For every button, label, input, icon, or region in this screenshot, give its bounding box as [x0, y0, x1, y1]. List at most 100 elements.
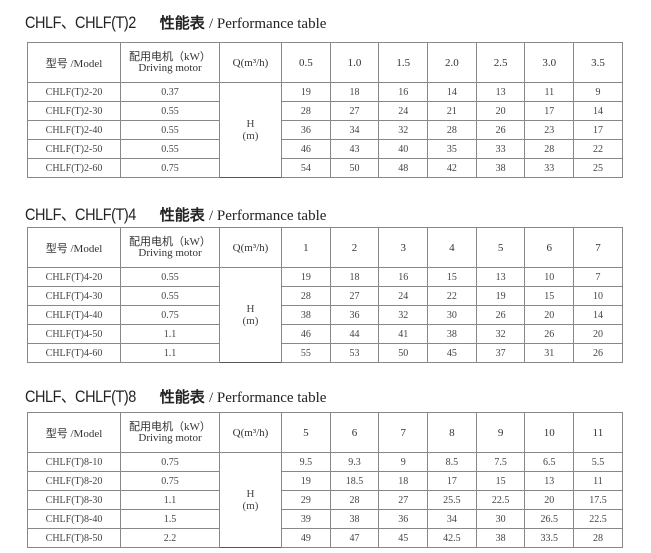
title-english: / Performance table	[208, 390, 327, 406]
header-flow: Q(m³/h)	[219, 412, 282, 453]
head-value: 38	[475, 528, 526, 548]
head-value: 8.5	[427, 452, 477, 472]
head-value: 19	[475, 286, 526, 306]
table-row: CHLF(T)8-50 2.2 49 47 45 42.5 38 33.5 28	[27, 528, 623, 548]
flow-value: 11	[573, 412, 623, 453]
head-value: 11	[573, 471, 623, 491]
model-cell: CHLF(T)8-30	[27, 490, 121, 510]
flow-value: 3.0	[524, 42, 575, 83]
head-value: 46	[281, 139, 331, 159]
head-value: 9	[378, 452, 429, 472]
header-row: 型号 /Model 配用电机（kW） Driving motor Q(m³/h) 1 2 3…	[27, 227, 623, 268]
table-row: CHLF(T)8-40 1.5 39 38 36 34 30 26.5 22.5	[27, 509, 623, 529]
head-value: 18	[329, 82, 380, 102]
head-label-cell: H (m)	[219, 82, 282, 178]
performance-table: 型号 /Model 配用电机（kW） Driving motor Q(m³/h) 1 2 3…	[27, 227, 623, 363]
table-row: CHLF(T)4-50 1.1 46 44 41 38 32 26 20	[27, 324, 623, 344]
head-value: 42.5	[427, 528, 477, 548]
head-value: 28	[524, 139, 575, 159]
title-english: / Performance table	[208, 208, 327, 224]
flow-value: 3.5	[573, 42, 623, 83]
head-value: 36	[281, 120, 331, 140]
header-motor: 配用电机（kW） Driving motor	[120, 42, 220, 83]
motor-cell: 1.1	[120, 490, 220, 510]
table-title: CHLF、CHLF(T)2 性能表 / Performance table	[25, 8, 326, 33]
head-value: 36	[378, 509, 429, 529]
head-value: 26	[573, 343, 623, 363]
flow-value: 8	[427, 412, 477, 453]
head-value: 17	[427, 471, 477, 491]
flow-value: 2	[329, 227, 380, 268]
head-value: 55	[281, 343, 331, 363]
head-value: 15	[427, 267, 477, 287]
flow-value: 6	[329, 412, 380, 453]
head-unit: (m)	[242, 315, 259, 327]
head-value: 6.5	[524, 452, 575, 472]
head-value: 27	[329, 101, 380, 121]
head-value: 26	[475, 120, 526, 140]
head-value: 18	[329, 267, 380, 287]
head-value: 7.5	[475, 452, 526, 472]
head-value: 22.5	[475, 490, 526, 510]
flow-value: 2.5	[475, 42, 526, 83]
flow-value: 10	[524, 412, 575, 453]
header-flow: Q(m³/h)	[219, 42, 282, 83]
motor-cell: 1.1	[120, 324, 220, 344]
head-value: 33.5	[524, 528, 575, 548]
head-label: H	[246, 488, 255, 500]
head-value: 20	[524, 305, 575, 325]
table-row: CHLF(T)2-30 0.55 28 27 24 21 20 17 14	[27, 101, 623, 121]
table-row: CHLF(T)8-20 0.75 19 18.5 18 17 15 13 11	[27, 471, 623, 491]
table-row: CHLF(T)2-20 0.37 H (m) 19 18 16 14 13 11 9	[27, 82, 623, 178]
head-value: 16	[378, 82, 429, 102]
head-value: 40	[378, 139, 429, 159]
flow-value: 5	[281, 412, 331, 453]
head-value: 28	[281, 101, 331, 121]
head-value: 34	[427, 509, 477, 529]
head-value: 44	[329, 324, 380, 344]
head-value: 15	[475, 471, 526, 491]
head-value: 7	[573, 267, 623, 287]
header-row: 型号 /Model 配用电机（kW） Driving motor Q(m³/h) 0.5…	[27, 42, 623, 83]
head-value: 32	[378, 305, 429, 325]
head-value: 26	[475, 305, 526, 325]
flow-value: 7	[378, 412, 429, 453]
head-value: 48	[378, 158, 429, 178]
table-row: CHLF(T)2-50 0.55 46 43 40 35 33 28 22	[27, 139, 623, 159]
motor-cell: 0.55	[120, 120, 220, 140]
head-value: 36	[329, 305, 380, 325]
head-label-cell: H (m)	[219, 452, 282, 548]
head-value: 9.5	[281, 452, 331, 472]
head-value: 45	[427, 343, 477, 363]
head-value: 11	[524, 82, 575, 102]
header-motor-cn: 配用电机（kW）	[129, 235, 211, 248]
model-cell: CHLF(T)4-20	[27, 267, 121, 287]
head-value: 41	[378, 324, 429, 344]
head-value: 38	[475, 158, 526, 178]
motor-cell: 2.2	[120, 528, 220, 548]
head-value: 38	[427, 324, 477, 344]
flow-value: 5	[475, 227, 526, 268]
table-row: CHLF(T)8-30 1.1 29 28 27 25.5 22.5 20 17.5	[27, 490, 623, 510]
head-value: 20	[573, 324, 623, 344]
flow-value: 1	[281, 227, 331, 268]
model-cell: CHLF(T)8-40	[27, 509, 121, 529]
header-motor-cn: 配用电机（kW）	[129, 50, 211, 63]
head-value: 28	[427, 120, 477, 140]
head-value: 47	[329, 528, 380, 548]
head-value: 26	[524, 324, 575, 344]
motor-cell: 0.55	[120, 139, 220, 159]
head-value: 39	[281, 509, 331, 529]
head-value: 16	[378, 267, 429, 287]
model-cell: CHLF(T)2-30	[27, 101, 121, 121]
head-value: 38	[329, 509, 380, 529]
motor-cell: 1.5	[120, 509, 220, 529]
performance-table: 型号 /Model 配用电机（kW） Driving motor Q(m³/h) 5 6 7…	[27, 412, 623, 548]
head-value: 13	[524, 471, 575, 491]
head-value: 37	[475, 343, 526, 363]
head-value: 18	[378, 471, 429, 491]
head-value: 10	[524, 267, 575, 287]
head-value: 27	[329, 286, 380, 306]
head-value: 33	[475, 139, 526, 159]
header-motor-en: Driving motor	[138, 246, 202, 259]
